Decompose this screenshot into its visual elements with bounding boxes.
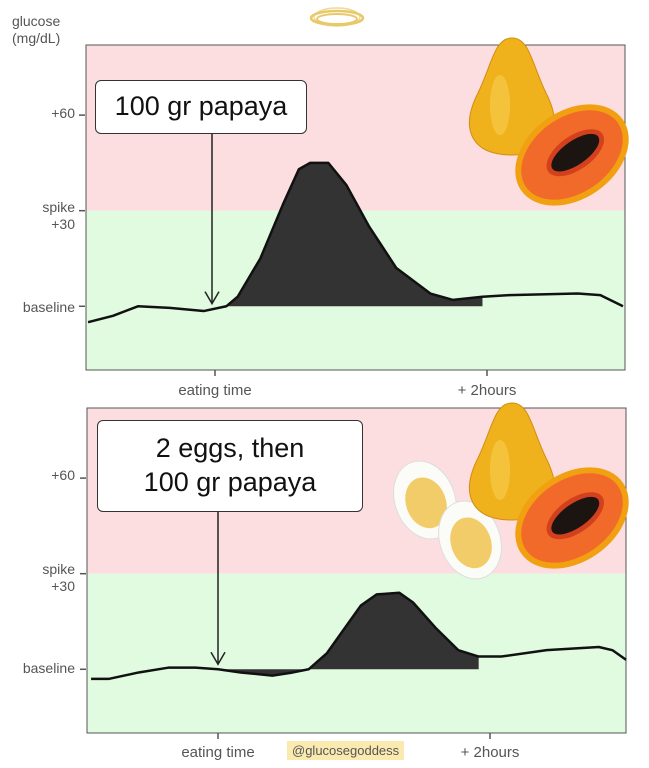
ytick-label-60: +60 <box>51 467 75 483</box>
papaya-seeds <box>551 133 600 172</box>
arrow-head-icon <box>204 291 220 306</box>
callout-text-line2: 100 gr papaya <box>143 467 317 497</box>
plot-frame <box>85 44 626 371</box>
callout-box: 100 gr papaya <box>95 80 307 134</box>
papaya-half-image <box>515 467 629 569</box>
xtick-label-eating-time: eating time <box>178 382 252 399</box>
halo-icon <box>309 7 365 27</box>
plot-frame <box>86 407 627 734</box>
ytick-label-60: +60 <box>51 105 75 121</box>
papaya-whole-image <box>469 37 555 156</box>
boiled-egg-image <box>438 500 502 580</box>
egg-yolk <box>450 517 492 569</box>
halo-ring <box>313 7 361 27</box>
ytick-label-spike-word: spike <box>42 561 75 577</box>
food-images <box>469 37 629 206</box>
callout-text-line1: 2 eggs, then <box>155 433 305 463</box>
glucose-line <box>87 161 624 324</box>
ytick-label-spike: spike +30 <box>42 199 75 233</box>
papaya-highlight <box>490 440 510 500</box>
arrow-head-icon <box>210 651 226 666</box>
halo-ring <box>316 13 358 25</box>
xtick-label-2hours: + 2hours <box>460 744 520 761</box>
papaya-half-image <box>515 104 629 206</box>
egg-yolk <box>405 477 447 529</box>
ytick-label-spike-word: spike <box>42 199 75 215</box>
callout-text: 100 gr papaya <box>114 91 288 121</box>
ytick-label-30: +30 <box>51 578 75 594</box>
ytick-label-30: +30 <box>51 216 75 232</box>
glucose-line <box>91 591 627 681</box>
y-axis-title-line1: glucose <box>12 13 61 29</box>
xtick-label-eating-time: eating time <box>181 744 255 761</box>
food-images <box>393 402 629 580</box>
papaya-highlight <box>490 75 510 135</box>
watermark-handle: @glucosegoddess <box>287 741 405 760</box>
papaya-whole-image <box>469 402 555 521</box>
callout-box: 2 eggs, then 100 gr papaya <box>97 420 363 512</box>
xtick-label-2hours: + 2hours <box>457 382 517 399</box>
chart-panel <box>79 37 629 376</box>
ytick-label-baseline: baseline <box>22 299 75 315</box>
ytick-label-baseline: baseline <box>22 660 75 676</box>
y-axis-title-line2: (mg/dL) <box>12 30 61 46</box>
papaya-seeds <box>551 496 600 535</box>
spike-area <box>226 162 483 307</box>
spike-area <box>218 592 479 676</box>
ytick-label-spike: spike +30 <box>42 561 75 595</box>
y-axis-title: glucose (mg/dL) <box>12 13 60 47</box>
